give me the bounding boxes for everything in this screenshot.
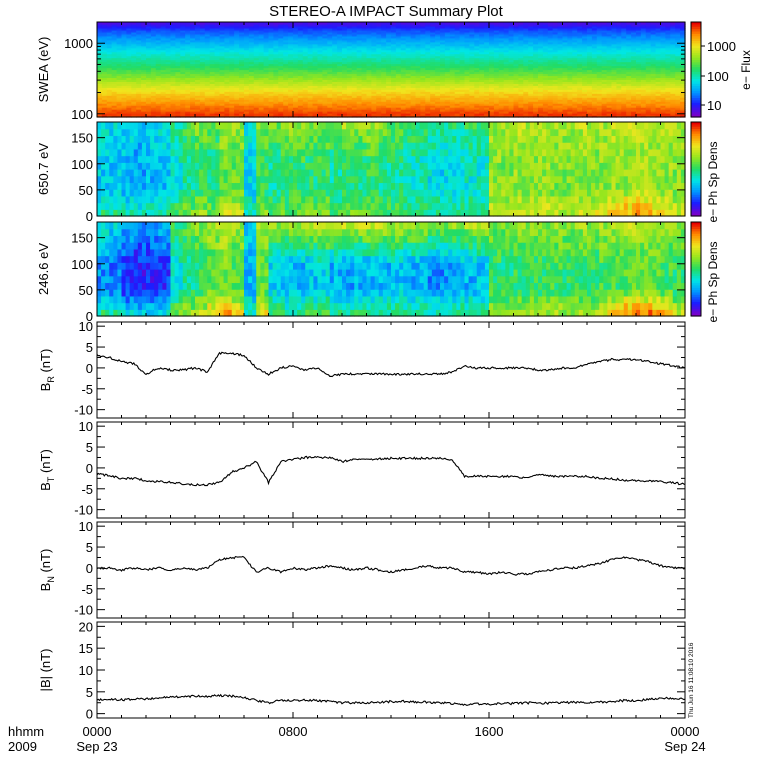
y-tick-label: -5 bbox=[81, 382, 93, 397]
y-tick-label: 100 bbox=[71, 157, 93, 172]
y-tick-label: -10 bbox=[74, 403, 93, 418]
panel-pad-246 bbox=[96, 221, 686, 317]
y-tick-label: 10 bbox=[79, 419, 93, 434]
panel-br bbox=[96, 321, 686, 419]
y-tick-label: 150 bbox=[71, 231, 93, 246]
plot-title: STEREO-A IMPACT Summary Plot bbox=[269, 3, 503, 20]
y-axis-label: 650.7 eV bbox=[36, 143, 51, 195]
y-tick-label: 50 bbox=[79, 283, 93, 298]
series-line bbox=[96, 351, 686, 378]
colorbar-tick-label: 10 bbox=[707, 98, 721, 113]
y-tick-label: 50 bbox=[79, 183, 93, 198]
panel-bt bbox=[96, 421, 686, 519]
colorbar bbox=[690, 221, 702, 317]
y-tick-label: 5 bbox=[86, 540, 93, 555]
colorbar-label: e− Flux bbox=[739, 50, 753, 90]
y-tick-label: 0 bbox=[86, 209, 93, 224]
y-tick-label: 15 bbox=[79, 641, 93, 656]
y-tick-label: -10 bbox=[74, 503, 93, 518]
y-tick-label: 100 bbox=[71, 257, 93, 272]
colorbar bbox=[690, 21, 702, 118]
y-tick-label: -10 bbox=[74, 603, 93, 618]
timestamp-label: Thu Jun 16 11:08:10 2016 bbox=[688, 642, 695, 718]
y-tick-label: 0 bbox=[86, 461, 93, 476]
x-tick-label: 0000 bbox=[83, 724, 112, 739]
x-axis-year-label: 2009 bbox=[8, 739, 37, 754]
x-date-label: Sep 24 bbox=[664, 739, 705, 754]
y-tick-label: 0 bbox=[86, 561, 93, 576]
y-tick-label: 5 bbox=[86, 685, 93, 700]
colorbar-label: e− Ph Sp Dens bbox=[706, 241, 720, 322]
series-line bbox=[96, 455, 686, 487]
y-tick-label: 5 bbox=[86, 340, 93, 355]
series-line bbox=[96, 693, 686, 707]
y-tick-label: 10 bbox=[79, 663, 93, 678]
colorbar-tick-label: 1000 bbox=[707, 39, 736, 54]
panel-bmag bbox=[96, 621, 686, 719]
colorbar bbox=[690, 121, 702, 217]
x-date-label: Sep 23 bbox=[76, 739, 117, 754]
series-line bbox=[96, 555, 686, 576]
x-axis-unit-label: hhmm bbox=[8, 724, 44, 739]
y-axis-label: BN (nT) bbox=[38, 549, 56, 592]
panel-swea bbox=[96, 21, 686, 118]
y-tick-label: -5 bbox=[81, 582, 93, 597]
y-tick-label: 0 bbox=[86, 707, 93, 722]
y-axis-label: 246.6 eV bbox=[36, 243, 51, 295]
y-axis-label: SWEA (eV) bbox=[36, 37, 51, 103]
y-tick-label: 5 bbox=[86, 440, 93, 455]
y-tick-label: 10 bbox=[79, 519, 93, 534]
panel-pad-650 bbox=[96, 121, 686, 217]
y-axis-label: BT (nT) bbox=[38, 449, 56, 491]
y-axis-label: |B| (nT) bbox=[38, 649, 53, 692]
x-tick-label: 0000 bbox=[671, 724, 700, 739]
y-axis-label: BR (nT) bbox=[38, 349, 56, 392]
colorbar-tick-label: 100 bbox=[707, 69, 729, 84]
panel-bn bbox=[96, 521, 686, 619]
y-tick-label: -5 bbox=[81, 482, 93, 497]
y-tick-label: 1000 bbox=[64, 36, 93, 51]
y-tick-label: 20 bbox=[79, 619, 93, 634]
x-tick-label: 0800 bbox=[279, 724, 308, 739]
y-tick-label: 150 bbox=[71, 131, 93, 146]
x-tick-label: 1600 bbox=[475, 724, 504, 739]
y-tick-label: 10 bbox=[79, 319, 93, 334]
y-tick-label: 0 bbox=[86, 309, 93, 324]
y-tick-label: 100 bbox=[71, 107, 93, 122]
y-tick-label: 0 bbox=[86, 361, 93, 376]
colorbar-label: e− Ph Sp Dens bbox=[706, 141, 720, 222]
